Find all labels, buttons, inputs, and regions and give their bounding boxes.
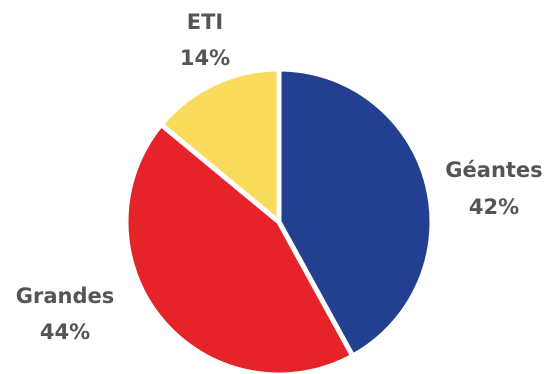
slice-value-grandes: 44% bbox=[40, 320, 90, 344]
slice-value-geantes: 42% bbox=[469, 195, 519, 219]
slice-value-eti: 14% bbox=[180, 46, 230, 70]
slice-label-geantes: Géantes bbox=[445, 158, 542, 182]
pie-slice-geantes bbox=[276, 66, 435, 359]
pie-slices bbox=[123, 66, 435, 374]
slice-label-eti: ETI bbox=[187, 10, 223, 34]
slice-label-grandes: Grandes bbox=[16, 284, 115, 308]
pie-slice-eti bbox=[158, 66, 282, 225]
